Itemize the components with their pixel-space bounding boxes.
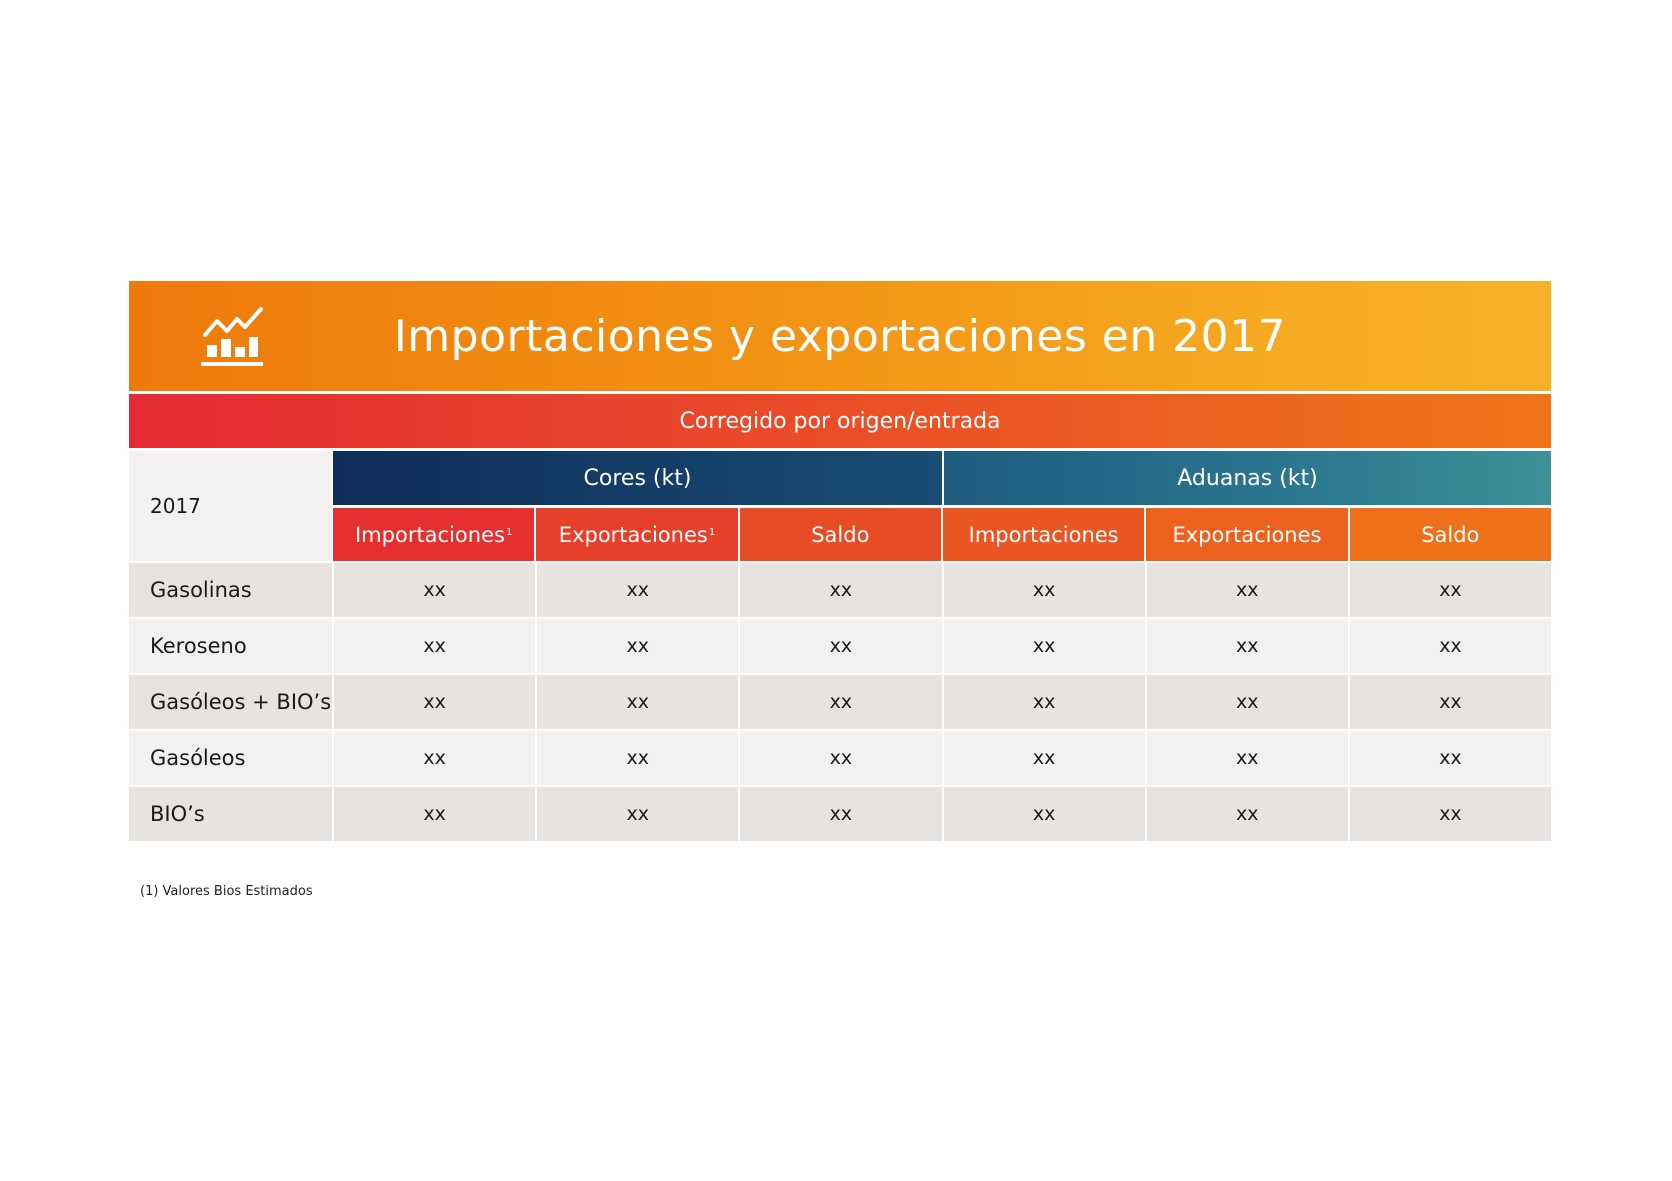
- table-cell: xx: [334, 675, 536, 729]
- table-cell: xx: [1349, 675, 1552, 729]
- table-cell: xx: [740, 731, 942, 785]
- table-cell: xx: [1349, 563, 1552, 617]
- table-cell: xx: [1146, 787, 1348, 841]
- column-header: Saldo: [1349, 508, 1551, 561]
- footnote-marker: 1: [505, 527, 513, 538]
- page-title: Importaciones y exportaciones en 2017: [393, 310, 1287, 362]
- table-cell: xx: [943, 619, 1145, 673]
- table-row: Gasóleos + BIO’s xx xx xx xx xx xx: [129, 675, 1552, 729]
- table-cell: xx: [943, 787, 1145, 841]
- column-header: Saldo: [739, 508, 941, 561]
- table-cell: xx: [537, 619, 739, 673]
- row-label-header: 2017: [129, 451, 332, 561]
- footnote: (1) Valores Bios Estimados: [140, 884, 313, 899]
- table-cell: xx: [740, 619, 942, 673]
- table-cell: xx: [537, 731, 739, 785]
- table-cell: xx: [943, 731, 1145, 785]
- group-header-cores: Cores (kt): [333, 451, 942, 505]
- table-row: Gasolinas xx xx xx xx xx xx: [129, 563, 1552, 617]
- table-cell: xx: [943, 563, 1145, 617]
- column-header-label: Exportaciones: [1172, 522, 1322, 547]
- table-cell: xx: [1146, 563, 1348, 617]
- row-label: Gasolinas: [129, 563, 332, 617]
- table-cell: xx: [1349, 731, 1552, 785]
- column-header: Exportaciones 1: [536, 508, 738, 561]
- table-cell: xx: [334, 563, 536, 617]
- column-headers: Importaciones 1 Exportaciones 1 Saldo Importa…: [333, 508, 1551, 561]
- column-header-label: Saldo: [811, 522, 870, 547]
- column-header-label: Importaciones: [354, 522, 505, 547]
- row-label: Gasóleos: [129, 731, 332, 785]
- table-cell: xx: [537, 675, 739, 729]
- table-cell: xx: [1146, 619, 1348, 673]
- table-cell: xx: [740, 787, 942, 841]
- table-cell: xx: [1146, 675, 1348, 729]
- column-header-label: Saldo: [1421, 522, 1480, 547]
- table-subtitle: Corregido por origen/entrada: [129, 394, 1551, 448]
- table-row: Gasóleos xx xx xx xx xx xx: [129, 731, 1552, 785]
- table-cell: xx: [537, 563, 739, 617]
- table-cell: xx: [740, 563, 942, 617]
- table-row: BIO’s xx xx xx xx xx xx: [129, 787, 1552, 841]
- column-header-label: Importaciones: [968, 522, 1119, 547]
- table-cell: xx: [334, 619, 536, 673]
- column-header: Exportaciones: [1146, 508, 1348, 561]
- table-row: Keroseno xx xx xx xx xx xx: [129, 619, 1552, 673]
- table-cell: xx: [1146, 731, 1348, 785]
- row-label: Gasóleos + BIO’s: [129, 675, 332, 729]
- column-header-label: Exportaciones: [558, 522, 708, 547]
- table-cell: xx: [334, 731, 536, 785]
- table-cell: xx: [334, 787, 536, 841]
- column-header: Importaciones: [942, 508, 1145, 561]
- chart-growth-icon: [201, 307, 263, 366]
- row-label: BIO’s: [129, 787, 332, 841]
- column-header: Importaciones 1: [333, 508, 535, 561]
- group-header-aduanas: Aduanas (kt): [944, 451, 1551, 505]
- table-cell: xx: [740, 675, 942, 729]
- table-body: Gasolinas xx xx xx xx xx xx Keroseno xx xx xx xx xx x…: [129, 563, 1552, 843]
- footnote-marker: 1: [708, 527, 716, 538]
- row-label: Keroseno: [129, 619, 332, 673]
- table-cell: xx: [943, 675, 1145, 729]
- title-bar: Importaciones y exportaciones en 2017: [129, 281, 1551, 391]
- table-cell: xx: [1349, 787, 1552, 841]
- table-cell: xx: [537, 787, 739, 841]
- table-cell: xx: [1349, 619, 1552, 673]
